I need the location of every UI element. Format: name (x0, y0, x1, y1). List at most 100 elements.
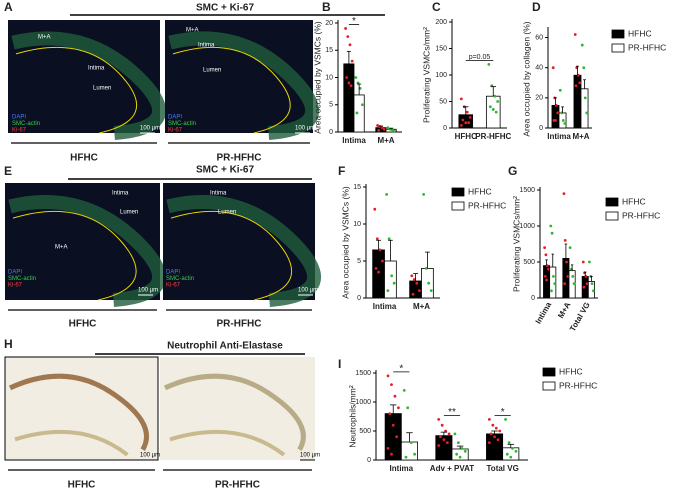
y-axis-label: Area occupied by VSMCs (%) (312, 21, 322, 134)
data-point (376, 124, 380, 127)
bar-chart: Area occupied by VSMCs (%) 0 5 10 15 20 Intima… (312, 16, 402, 145)
data-point (386, 126, 390, 130)
data-point (439, 435, 442, 439)
bar-chart: Area occupied by VSMCs (%) 0 5 10 15 Intima M+… (340, 184, 506, 311)
data-point (355, 111, 359, 115)
legend-label: HFHC (468, 186, 492, 196)
scale-label: 100 µm (138, 288, 158, 294)
data-point (547, 267, 550, 271)
y-tick-label: 500 (523, 259, 535, 266)
data-point (417, 289, 421, 292)
data-point (392, 129, 396, 133)
data-point (413, 452, 417, 456)
legend-swatch (451, 187, 465, 197)
data-point (344, 27, 348, 30)
data-point (395, 435, 399, 439)
x-tick-label: Intima (390, 464, 414, 473)
image-label: M+A (38, 35, 51, 41)
image-title: SMC + Ki-67 (196, 3, 255, 14)
data-point (377, 128, 381, 132)
data-point (493, 435, 496, 439)
data-point (554, 119, 557, 122)
data-point (561, 119, 565, 122)
data-point (563, 282, 566, 285)
stain-label: SMC-actin (8, 276, 36, 282)
bar (400, 441, 418, 461)
data-point (392, 281, 396, 285)
data-point (582, 285, 586, 289)
data-point (571, 275, 575, 278)
micrograph (8, 20, 166, 140)
x-tick-label: Intima (547, 132, 571, 141)
legend-label: HFHC (559, 366, 583, 376)
legend-label: HFHC (622, 196, 646, 206)
scale-label: 100 µm (295, 126, 315, 132)
stain-label: DAPI (12, 115, 26, 121)
data-point (447, 432, 451, 436)
data-point (498, 429, 502, 433)
legend-label: PR-HFHC (628, 42, 666, 52)
y-tick-label: 40 (535, 65, 543, 72)
data-point (377, 270, 380, 274)
legend-label: PR-HFHC (559, 380, 597, 390)
bar (562, 257, 570, 299)
data-point (459, 97, 463, 101)
bar-chart: Area occupied by collagen (%) 0 20 40 60 Inti… (521, 21, 666, 141)
data-point (563, 239, 567, 242)
scale-label: 100 µm (298, 288, 318, 294)
data-point (588, 260, 591, 264)
data-point (568, 246, 572, 250)
data-point (460, 447, 464, 450)
legend-swatch (605, 211, 619, 221)
panel-label: F (338, 164, 345, 178)
data-point (374, 267, 378, 270)
data-point (350, 59, 354, 63)
data-point (410, 274, 414, 278)
data-point (360, 103, 364, 107)
data-point (390, 452, 393, 456)
data-point (489, 432, 493, 436)
data-point (442, 438, 446, 442)
data-point (545, 278, 548, 282)
data-point (558, 88, 562, 92)
legend-swatch (611, 43, 625, 53)
bar (580, 88, 589, 129)
data-point (453, 432, 457, 436)
significance-label: * (501, 407, 505, 418)
data-point (585, 111, 589, 115)
tissue (163, 373, 306, 451)
data-point (511, 447, 514, 450)
data-point (488, 105, 492, 109)
data-point (388, 412, 392, 415)
group-label: PR-HFHC (217, 319, 262, 330)
data-point (402, 389, 406, 392)
panel-label: H (4, 337, 13, 351)
y-tick-label: 150 (435, 45, 447, 52)
data-point (556, 111, 560, 115)
x-tick-label: Intima (373, 302, 397, 311)
panel-label: C (432, 0, 441, 14)
group-label: HFHC (69, 319, 97, 330)
vessel-wall (168, 31, 319, 140)
data-point (397, 406, 400, 410)
boundary (172, 46, 291, 134)
image-label: Lumen (203, 68, 221, 74)
data-point (437, 418, 441, 421)
vessel-wall (11, 31, 166, 140)
data-point (494, 426, 498, 430)
panel-label: B (322, 0, 331, 14)
y-tick-label: 1500 (355, 370, 371, 377)
boundary (15, 46, 138, 134)
data-point (566, 275, 570, 278)
data-point (411, 292, 415, 296)
stain-label: SMC-actin (166, 276, 194, 282)
data-point (415, 281, 419, 285)
bar-chart: Proliferating VSMCs/mm² 0 50 100 150 200 HFHCP… (421, 19, 511, 141)
data-point (563, 122, 567, 125)
image-label: Lumen (93, 86, 111, 92)
data-point (565, 260, 568, 264)
scale-label: 100 µm (140, 126, 160, 132)
data-point (437, 444, 441, 447)
y-tick-label: 0 (531, 295, 535, 302)
x-tick-label: M+A (556, 300, 572, 320)
